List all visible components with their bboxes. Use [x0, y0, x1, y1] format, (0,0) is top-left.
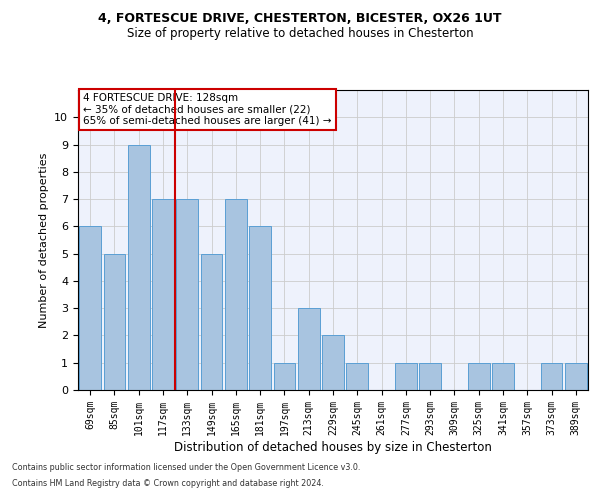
Bar	[346, 362, 368, 390]
Text: Contains public sector information licensed under the Open Government Licence v3: Contains public sector information licen…	[12, 464, 361, 472]
Bar	[395, 362, 417, 390]
Text: 4, FORTESCUE DRIVE, CHESTERTON, BICESTER, OX26 1UT: 4, FORTESCUE DRIVE, CHESTERTON, BICESTER…	[98, 12, 502, 26]
Bar	[225, 199, 247, 390]
Text: 4 FORTESCUE DRIVE: 128sqm
← 35% of detached houses are smaller (22)
65% of semi-: 4 FORTESCUE DRIVE: 128sqm ← 35% of detac…	[83, 93, 332, 126]
Bar	[274, 362, 295, 390]
Bar	[200, 254, 223, 390]
Bar	[322, 336, 344, 390]
Bar	[468, 362, 490, 390]
Text: Contains HM Land Registry data © Crown copyright and database right 2024.: Contains HM Land Registry data © Crown c…	[12, 478, 324, 488]
Bar	[419, 362, 441, 390]
Bar	[79, 226, 101, 390]
Bar	[176, 199, 198, 390]
Bar	[249, 226, 271, 390]
Text: Size of property relative to detached houses in Chesterton: Size of property relative to detached ho…	[127, 28, 473, 40]
Bar	[104, 254, 125, 390]
X-axis label: Distribution of detached houses by size in Chesterton: Distribution of detached houses by size …	[174, 440, 492, 454]
Bar	[565, 362, 587, 390]
Y-axis label: Number of detached properties: Number of detached properties	[39, 152, 49, 328]
Bar	[298, 308, 320, 390]
Bar	[128, 144, 149, 390]
Bar	[541, 362, 562, 390]
Bar	[152, 199, 174, 390]
Bar	[492, 362, 514, 390]
